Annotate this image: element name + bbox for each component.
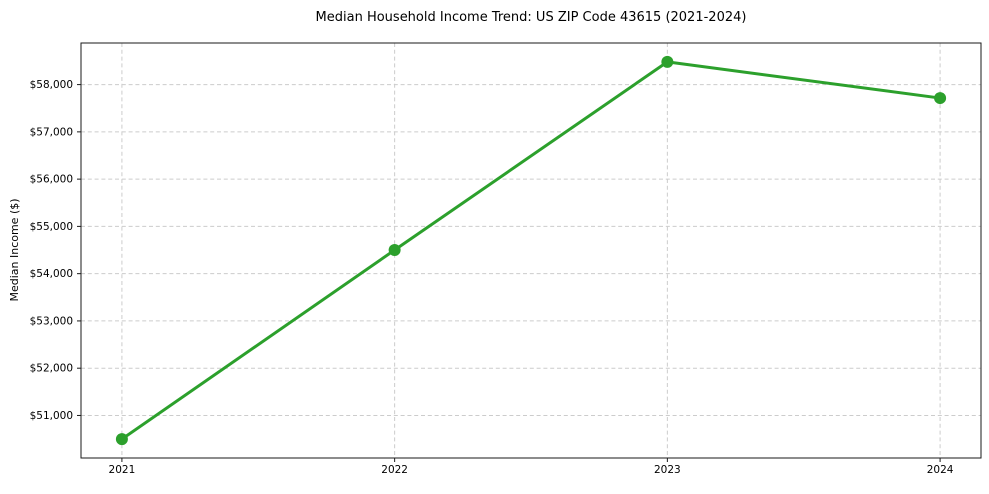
x-tick-label: 2024 [927, 464, 954, 476]
data-point-2021 [115, 433, 128, 446]
x-tick-label: 2021 [109, 464, 136, 476]
data-point-2024 [934, 92, 947, 105]
y-tick-label: $51,000 [30, 410, 73, 422]
plot-border [80, 42, 982, 459]
y-tick-label: $57,000 [30, 126, 73, 138]
data-point-2023 [661, 55, 674, 68]
chart-title: Median Household Income Trend: US ZIP Co… [316, 10, 747, 25]
y-axis-title: Median Income ($) [8, 198, 21, 301]
y-tick-label: $55,000 [30, 221, 73, 233]
trend-line [120, 60, 942, 441]
data-point-2022 [388, 244, 401, 257]
x-tick-label: 2023 [654, 464, 681, 476]
y-tick-label: $58,000 [30, 79, 73, 91]
x-tick-label: 2022 [381, 464, 408, 476]
y-tick-label: $52,000 [30, 363, 73, 375]
y-tick-label: $56,000 [30, 174, 73, 186]
y-tick-label: $54,000 [30, 268, 73, 280]
y-tick-label: $53,000 [30, 315, 73, 327]
